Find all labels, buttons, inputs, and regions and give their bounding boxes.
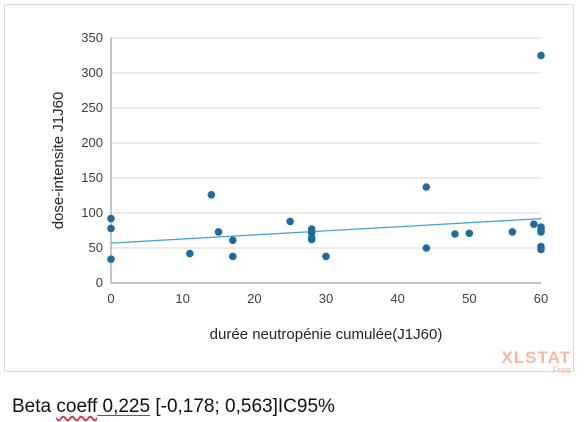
x-tick-label: 60 [534, 291, 548, 306]
y-axis-title: dose-intensite J1J60 [50, 92, 67, 230]
data-point [422, 244, 431, 252]
chart-container: 0 10 20 30 40 50 60 0 50 100 150 200 250 300 350 duré… [4, 4, 574, 373]
x-axis-title: durée neutropénie cumulée(J1J60) [210, 326, 443, 343]
y-tick-label: 50 [89, 240, 103, 255]
data-point [107, 214, 115, 223]
xlstat-watermark-edition: Free [552, 365, 571, 373]
data-point [214, 228, 223, 236]
y-tick-label: 300 [81, 65, 103, 80]
y-tick-label: 200 [81, 135, 103, 150]
data-point [207, 191, 216, 199]
xlstat-watermark: XLSTAT [501, 348, 571, 367]
x-tick-label: 10 [175, 291, 189, 306]
y-tick-label: 0 [96, 275, 103, 290]
trendline-group [110, 217, 542, 244]
data-point [229, 252, 237, 261]
data-point [451, 230, 459, 238]
data-point [530, 220, 538, 228]
x-tick-label: 40 [390, 291, 404, 306]
data-point [107, 224, 115, 233]
data-point [107, 255, 115, 263]
x-tick-label: 20 [247, 291, 261, 306]
data-point [307, 235, 316, 244]
data-point [422, 183, 431, 191]
caption-beta-value: 0,225 [97, 396, 151, 417]
data-point [465, 229, 474, 238]
x-tick-labels: 0 10 20 30 40 50 60 [107, 291, 548, 306]
data-point [537, 51, 545, 60]
x-tick-label: 50 [462, 291, 476, 306]
gridlines [111, 37, 541, 249]
caption-prefix: Beta [12, 396, 57, 417]
beta-coefficient-caption: Beta coeff 0,225 [-0,178; 0,563]IC95% [12, 396, 335, 418]
axes [110, 38, 541, 284]
caption-coeff-word: coeff [56, 396, 98, 417]
x-tick-label: 30 [319, 291, 333, 306]
scatter-chart: 0 10 20 30 40 50 60 0 50 100 150 200 250 300 350 duré… [50, 30, 571, 373]
data-point [286, 217, 294, 226]
y-tick-label: 350 [81, 30, 103, 45]
caption-confidence-interval: [-0,178; 0,563]IC95% [150, 396, 335, 417]
y-tick-label: 250 [81, 100, 103, 115]
linear-trendline [110, 217, 542, 244]
x-tick-label: 0 [107, 291, 114, 306]
data-point [186, 249, 194, 258]
data-point [537, 228, 545, 236]
data-point [508, 228, 517, 236]
data-point [322, 252, 330, 261]
y-tick-label: 150 [81, 170, 103, 185]
y-tick-labels: 0 50 100 150 200 250 300 350 [81, 30, 103, 290]
data-points [107, 51, 545, 263]
y-tick-label: 100 [81, 205, 103, 220]
data-point [537, 245, 545, 254]
data-point [229, 236, 237, 245]
